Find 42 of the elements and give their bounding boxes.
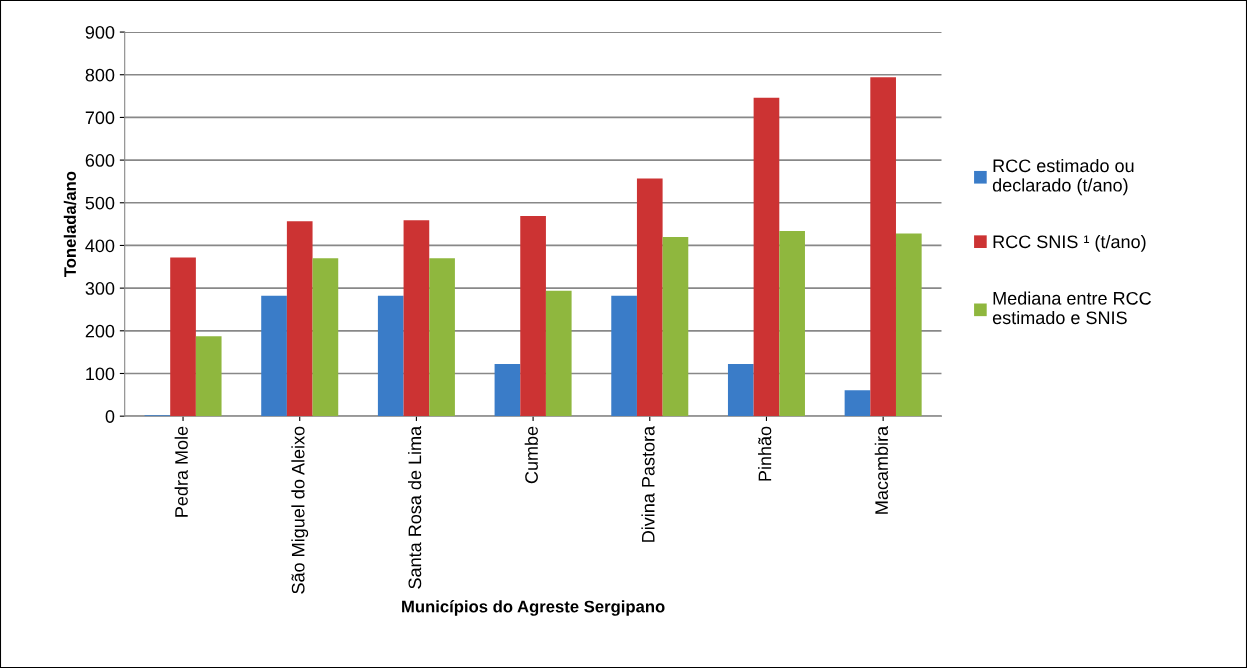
bar (779, 230, 805, 417)
bar (261, 295, 287, 417)
bar (403, 220, 430, 417)
bar (170, 257, 196, 417)
bar (494, 364, 521, 417)
bar (377, 295, 404, 417)
bar (611, 295, 637, 417)
x-tick-label: Cumbe (524, 426, 538, 484)
legend-label: RCC SNIS ¹ (t/ano) (993, 234, 1146, 252)
x-tick-label: Macambira (874, 425, 888, 514)
y-tick-label: 800 (85, 68, 115, 82)
bar (636, 178, 663, 417)
bar (545, 290, 572, 417)
y-tick-label: 0 (105, 410, 115, 423)
legend-label: Mediana entre RCC estimado e SNIS (992, 291, 1151, 325)
bar (727, 364, 754, 417)
x-tick-label: São Miguel do Aleixo (291, 426, 309, 594)
y-tick-label: 100 (86, 367, 115, 381)
x-tick-label: Pinhão (758, 426, 772, 481)
bar (753, 97, 780, 417)
y-tick-label: 400 (85, 239, 115, 253)
y-tick-label: 600 (85, 154, 115, 167)
bar (662, 236, 689, 417)
y-tick-label: 900 (85, 26, 115, 39)
x-tick-label: Pedra Mole (174, 426, 188, 517)
y-axis-title: Tonelada/ano (63, 171, 77, 278)
y-tick-label: 300 (85, 282, 115, 295)
x-axis-title: Municípios do Agreste Sergipano (402, 600, 665, 616)
bar (520, 216, 546, 417)
x-tick-label: Divina Pastora (641, 425, 655, 542)
y-tick-label: 500 (85, 196, 115, 210)
bar (429, 258, 455, 417)
bar (312, 258, 339, 417)
bar (895, 233, 922, 417)
y-tick-label: 200 (85, 324, 115, 338)
y-tick-label: 700 (85, 111, 115, 125)
x-tick-label: Santa Rosa de Lima (407, 425, 422, 589)
bar (844, 390, 871, 417)
bar (195, 336, 222, 417)
bar (286, 221, 313, 417)
legend-label: RCC estimado ou declarado (t/ano) (992, 158, 1134, 196)
bar (870, 77, 896, 417)
